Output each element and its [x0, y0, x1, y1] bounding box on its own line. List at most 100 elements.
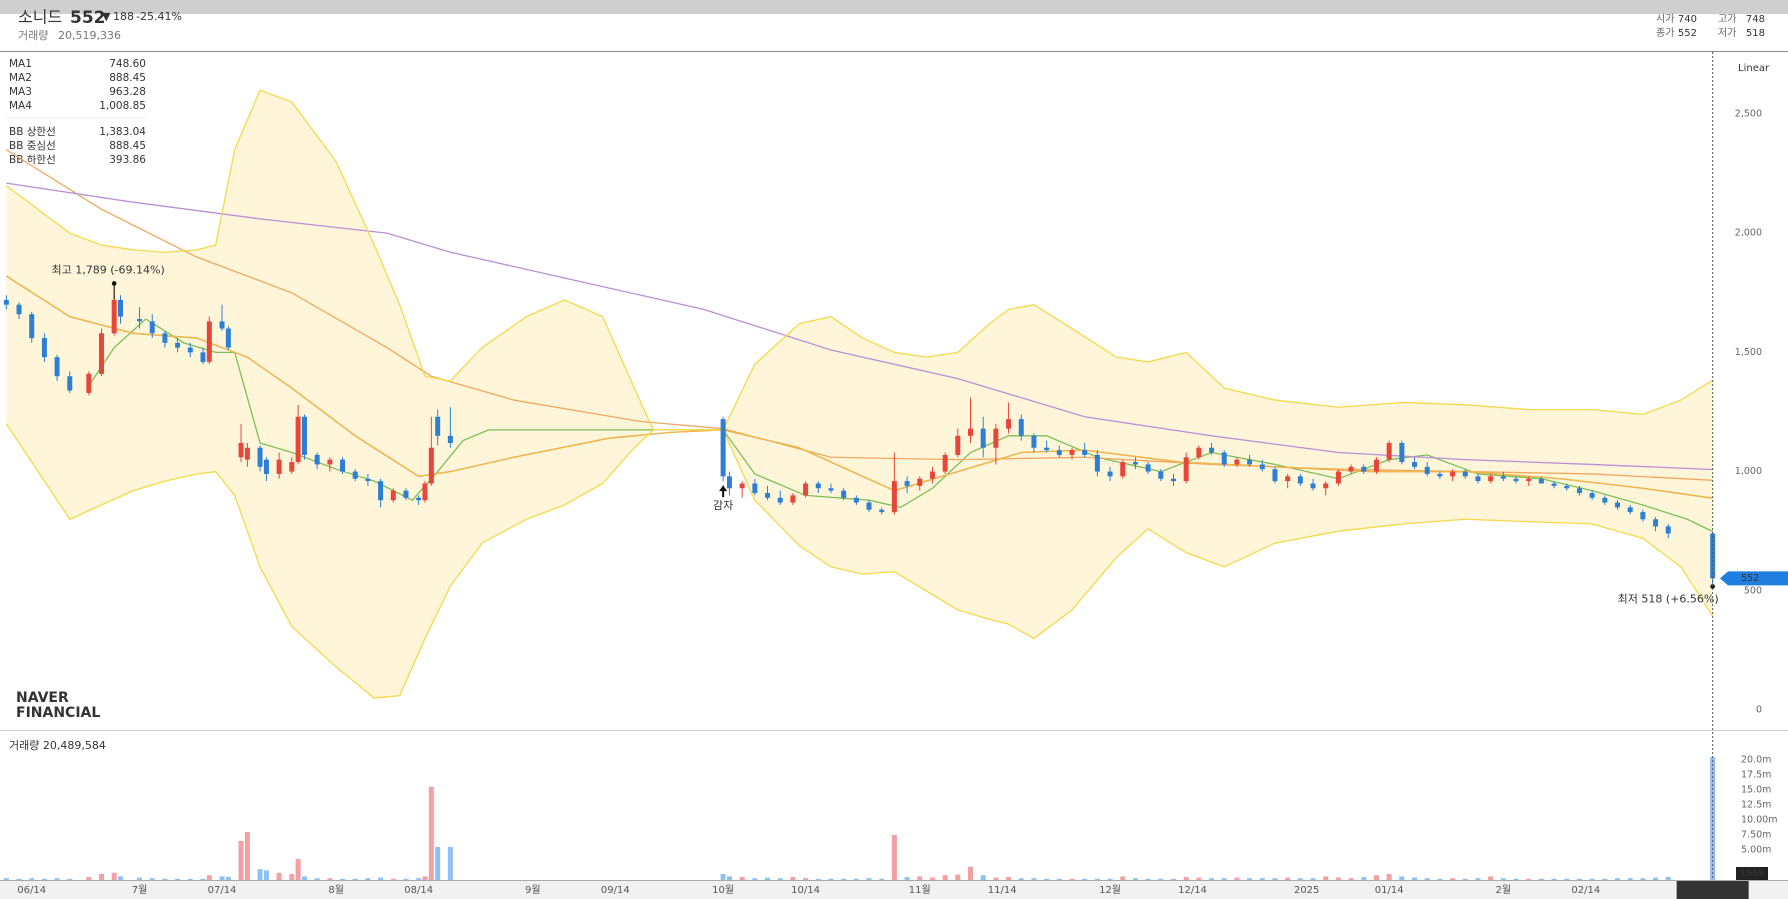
volume-bar: [1285, 877, 1291, 880]
candle-body: [841, 490, 847, 498]
x-tick-label: 01/14: [1375, 885, 1404, 896]
candle-body: [111, 299, 117, 334]
volume-bar: [1551, 878, 1557, 880]
candle-body: [866, 502, 872, 510]
candle-body: [118, 299, 124, 317]
volume-bar: [327, 878, 333, 880]
candle-body: [86, 373, 92, 393]
x-tick-label: 10월: [712, 884, 734, 896]
volume-bar: [1297, 878, 1303, 880]
candle-body: [1107, 471, 1113, 477]
x-tick-label: 02/14: [1571, 885, 1600, 896]
volume-bar: [942, 875, 948, 880]
candle-body: [175, 342, 181, 348]
volume-bar: [225, 876, 231, 880]
candle-body: [1044, 447, 1050, 451]
x-tick-label: 7월: [132, 884, 148, 896]
volume-bar: [54, 878, 60, 880]
volume-bar: [993, 877, 999, 880]
volume-bar: [1627, 878, 1633, 880]
volume-bar: [1500, 878, 1506, 880]
price-tag-label: 552: [1741, 573, 1759, 584]
candle-body: [403, 490, 409, 498]
candle-body: [917, 478, 923, 486]
indicator-line: [5, 423, 1714, 699]
candle-body: [238, 442, 244, 458]
x-tick-label: 12월: [1099, 884, 1121, 896]
candle-body: [301, 416, 307, 455]
volume-bar: [187, 878, 193, 880]
ohlc-label: 시가: [1656, 13, 1674, 25]
candle-body: [1348, 466, 1354, 472]
legend-value: 1,008.85: [99, 100, 146, 112]
volume-bar: [1196, 877, 1202, 880]
ohlc-label: 저가: [1718, 27, 1736, 39]
candle-body: [1132, 462, 1138, 465]
y-tick-label: 2,500: [1735, 108, 1762, 119]
volume-bar: [1373, 875, 1379, 880]
candle-body: [720, 419, 726, 477]
volume-bar: [1158, 878, 1164, 880]
candle-body: [1475, 476, 1481, 482]
volume-bar: [1259, 878, 1265, 880]
indicator-line: [6, 182, 1713, 471]
volume-bar: [853, 878, 859, 880]
volume-bar: [891, 834, 897, 880]
volume-bar: [726, 876, 732, 880]
candle-body: [1145, 464, 1151, 472]
candle-body: [1450, 471, 1456, 477]
volume-bar: [1488, 876, 1494, 880]
candle-body: [1006, 419, 1012, 429]
candle-body: [1462, 471, 1468, 477]
volume-bar: [1132, 878, 1138, 880]
candle-body: [1221, 452, 1227, 465]
volume-bar: [86, 876, 92, 880]
volume-bar: [828, 878, 834, 880]
x-tick-label: 2월: [1496, 884, 1512, 896]
candle-body: [1094, 454, 1100, 472]
legend-name: BB 하한선: [9, 153, 56, 166]
volume-bar: [1272, 878, 1278, 880]
candle-body: [1056, 450, 1062, 455]
candle-body: [225, 328, 231, 348]
volume-title: 거래량 20,489,584: [9, 739, 106, 752]
candle-body: [447, 435, 453, 443]
watermark: NAVER: [16, 690, 69, 706]
volume-bar: [352, 878, 358, 880]
volume-bar: [765, 877, 771, 880]
volume-bar: [200, 878, 206, 880]
volume-bar: [929, 877, 935, 880]
candle-body: [1196, 447, 1202, 458]
candle-body: [739, 483, 745, 489]
candle-body: [219, 321, 225, 329]
candle-body: [1170, 478, 1176, 482]
x-tick-label: 09/14: [601, 885, 630, 896]
candle-body: [200, 352, 206, 362]
volume-bar: [1399, 876, 1405, 880]
x-axis-strip: [0, 880, 1788, 899]
ohlc-label: 종가: [1656, 27, 1674, 39]
volume-bar: [1209, 878, 1215, 880]
candle-body: [1412, 462, 1418, 467]
volume-bar: [1361, 876, 1367, 880]
legend-name: MA1: [9, 58, 32, 70]
volume-bar: [428, 786, 434, 880]
volume-bar: [917, 876, 923, 880]
volume-bar: [1120, 876, 1126, 880]
volume-bar: [435, 846, 441, 880]
volume-bar: [263, 870, 269, 880]
volume-bar: [1247, 878, 1253, 880]
volume-tick-label: 7.50m: [1741, 829, 1771, 840]
volume-bar: [790, 876, 796, 880]
candle-body: [1551, 483, 1557, 486]
volume-tick-label: 20.0m: [1741, 754, 1771, 765]
volume-bar: [257, 869, 263, 880]
candle-body: [41, 338, 47, 358]
candle-body: [1018, 419, 1024, 436]
volume-bar: [841, 878, 847, 880]
y-tick-label: 1,000: [1735, 466, 1762, 477]
candle-body: [1399, 442, 1405, 463]
volume-bar: [98, 873, 104, 880]
volume-bar: [1710, 756, 1716, 880]
candle-body: [149, 321, 155, 334]
